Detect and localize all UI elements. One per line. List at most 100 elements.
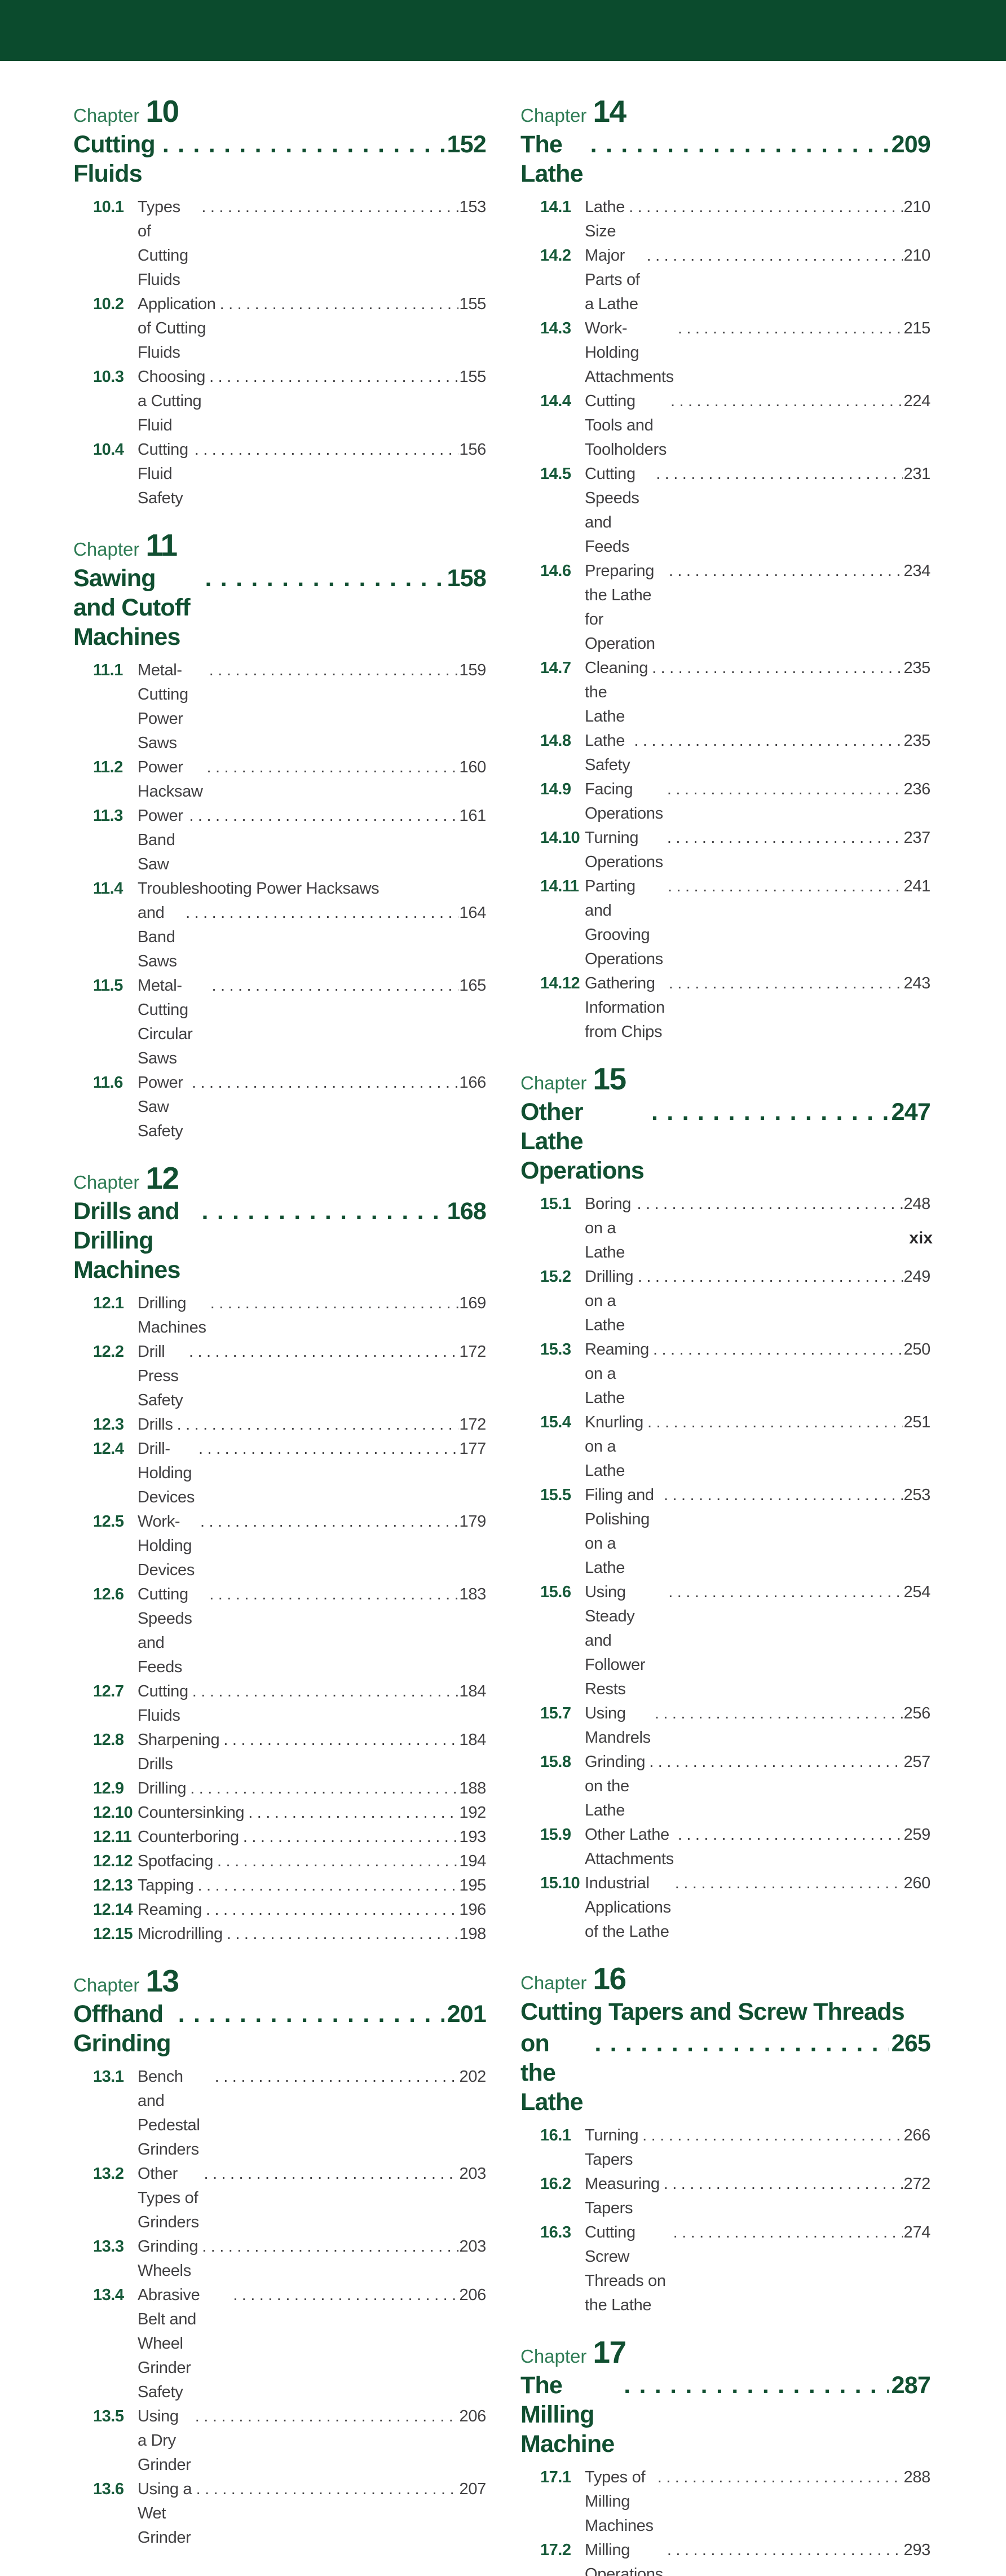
section-title-row: Drilling 188	[138, 1777, 486, 1801]
section-title: Drills	[138, 1416, 173, 1434]
section-number: 17.1	[540, 2468, 571, 2486]
section-page-number: 243	[903, 974, 931, 992]
section-number: 14.12	[540, 974, 580, 992]
section-title-row: Metal-Cutting Power Saws 159	[138, 658, 486, 755]
section-dot-leader	[652, 462, 902, 486]
section-page-number: 160	[459, 758, 487, 776]
section-dot-leader	[625, 195, 902, 219]
chapter-block: Chapter 15 Other Lathe Operations 247 15…	[520, 1063, 931, 1944]
toc-entry: 13.6 Using a Wet Grinder 207	[73, 2477, 486, 2550]
toc-entry: 12.13 Tapping 195	[73, 1874, 486, 1898]
section-main: Tapping 195	[138, 1874, 486, 1898]
chapter-number: 14	[593, 94, 626, 129]
section-number: 12.6	[93, 1585, 124, 1603]
chapter-title: Sawing and Cutoff Machines	[73, 565, 191, 650]
chapter-sections: 16.1 Turning Tapers 266 16.2 Measuring T…	[520, 2124, 930, 2318]
section-title-row: Microdrilling 198	[138, 1922, 486, 1946]
chapter-block: Chapter 13 Offhand Grinding 201 13.1 Ben…	[73, 1966, 487, 2550]
section-page-number: 207	[459, 2480, 487, 2498]
section-page-number: 231	[903, 465, 931, 483]
section-title: Parting and Grooving Operations	[585, 877, 663, 968]
toc-entry: 12.7 Cutting Fluids 184	[73, 1680, 486, 1728]
section-title-row: Using a Dry Grinder 206	[138, 2404, 486, 2477]
section-title: Gathering Information from Chips	[585, 974, 665, 1041]
section-dot-leader	[663, 777, 903, 802]
toc-entry: 14.6 Preparing the Lathe for Operation 2…	[520, 559, 930, 656]
section-number: 11.5	[93, 977, 123, 995]
section-main: Parting and Grooving Operations 241	[585, 874, 930, 972]
section-page-number: 251	[903, 1413, 931, 1431]
section-title: Reaming	[138, 1901, 202, 1919]
chapter-label: Chapter	[73, 1975, 140, 1995]
toc-entry: 12.11 Counterboring 193	[73, 1825, 486, 1849]
section-dot-leader	[665, 972, 903, 996]
toc-entry: 15.8 Grinding on the Lathe 257	[520, 1750, 930, 1823]
section-page-number: 260	[903, 1874, 931, 1892]
section-title-row: Using a Wet Grinder 207	[138, 2477, 486, 2550]
toc-entry: 12.10 Countersinking 192	[73, 1801, 486, 1825]
toc-entry: 10.3 Choosing a Cutting Fluid 155	[73, 365, 486, 438]
section-page-number: 155	[459, 295, 487, 313]
section-title: Turning Tapers	[585, 2126, 639, 2169]
section-page-number: 202	[459, 2068, 487, 2086]
section-dot-leader	[674, 316, 903, 341]
chapter-title-row: on the Lathe 265	[520, 2029, 931, 2117]
section-number: 10.3	[93, 368, 124, 386]
section-number: 13.1	[93, 2068, 124, 2086]
section-dot-leader	[208, 974, 458, 998]
section-main: Using Mandrels 256	[585, 1702, 930, 1750]
toc-entry: 11.5 Metal-Cutting Circular Saws 165	[73, 974, 486, 1071]
section-main: Reaming 196	[138, 1898, 486, 1922]
section-page-number: 193	[459, 1828, 487, 1846]
section-title: Application of Cutting Fluids	[138, 295, 216, 362]
toc-entry: 13.2 Other Types of Grinders 203	[73, 2162, 486, 2235]
chapter-title: on the Lathe	[520, 2030, 583, 2116]
section-dot-leader	[674, 1823, 903, 1847]
section-title: Work-Holding Attachments	[585, 319, 674, 386]
section-title: Cutting Fluid Safety	[138, 441, 188, 507]
section-page-number: 224	[903, 392, 931, 410]
toc-entry: 12.1 Drilling Machines 169	[73, 1291, 486, 1340]
section-number: 15.7	[540, 1704, 571, 1722]
chapter-block: Chapter 14 The Lathe 209 14.1 Lathe Size…	[520, 94, 931, 1044]
section-title: Types of Cutting Fluids	[138, 198, 188, 289]
section-page-number: 164	[459, 904, 487, 922]
section-title-row: Grinding on the Lathe 257	[585, 1750, 930, 1823]
section-number: 15.8	[540, 1753, 571, 1771]
section-title: Using a Wet Grinder	[138, 2480, 192, 2547]
section-page-number: 203	[459, 2165, 487, 2183]
chapter-sections: 10.1 Types of Cutting Fluids 153 10.2 Ap…	[73, 195, 486, 511]
section-title-row: Countersinking 192	[138, 1801, 486, 1825]
chapter-page-number: 209	[891, 131, 931, 158]
chapter-title: The Milling Machine	[520, 2372, 615, 2458]
section-page-number: 274	[903, 2223, 931, 2241]
chapter-label: Chapter	[73, 1172, 140, 1193]
section-title: Using a Dry Grinder	[138, 2407, 191, 2474]
section-number: 11.1	[93, 661, 123, 679]
section-page-number: 253	[903, 1486, 931, 1504]
toc-entry: 12.9 Drilling 188	[73, 1777, 486, 1801]
section-dot-leader	[202, 1898, 458, 1922]
section-number: 15.2	[540, 1268, 571, 1286]
section-title-row: Power Band Saw 161	[138, 804, 486, 877]
section-title-row: Preparing the Lathe for Operation 234	[585, 559, 930, 656]
chapter-page-number: 287	[891, 2372, 931, 2399]
section-page-number: 184	[459, 1682, 487, 1700]
section-title: Cutting Tools and Toolholders	[585, 392, 667, 459]
chapter-title-line1: Cutting Tapers and Screw Threads	[520, 1998, 905, 2025]
chapter-dot-leader	[171, 1999, 444, 2029]
chapter-dot-leader	[587, 2029, 888, 2058]
section-title: Metal-Cutting Power Saws	[138, 661, 188, 752]
section-page-number: 210	[903, 198, 931, 216]
section-page-number: 183	[459, 1585, 487, 1603]
toc-column-left: Chapter 10 Cutting Fluids 152 10.1 Types…	[73, 96, 487, 2550]
chapter-label-row: Chapter 11	[73, 530, 486, 561]
chapter-dot-leader	[583, 130, 889, 159]
section-main: Countersinking 192	[138, 1801, 486, 1825]
toc-entry: 11.4 Troubleshooting Power Hacksaws and …	[73, 877, 486, 974]
section-main: Other Types of Grinders 203	[138, 2162, 486, 2235]
section-title: Grinding Wheels	[138, 2237, 198, 2280]
section-main: Cutting Screw Threads on the Lathe 274	[585, 2221, 930, 2318]
section-main: Microdrilling 198	[138, 1922, 486, 1946]
section-title-row: Reaming 196	[138, 1898, 486, 1922]
